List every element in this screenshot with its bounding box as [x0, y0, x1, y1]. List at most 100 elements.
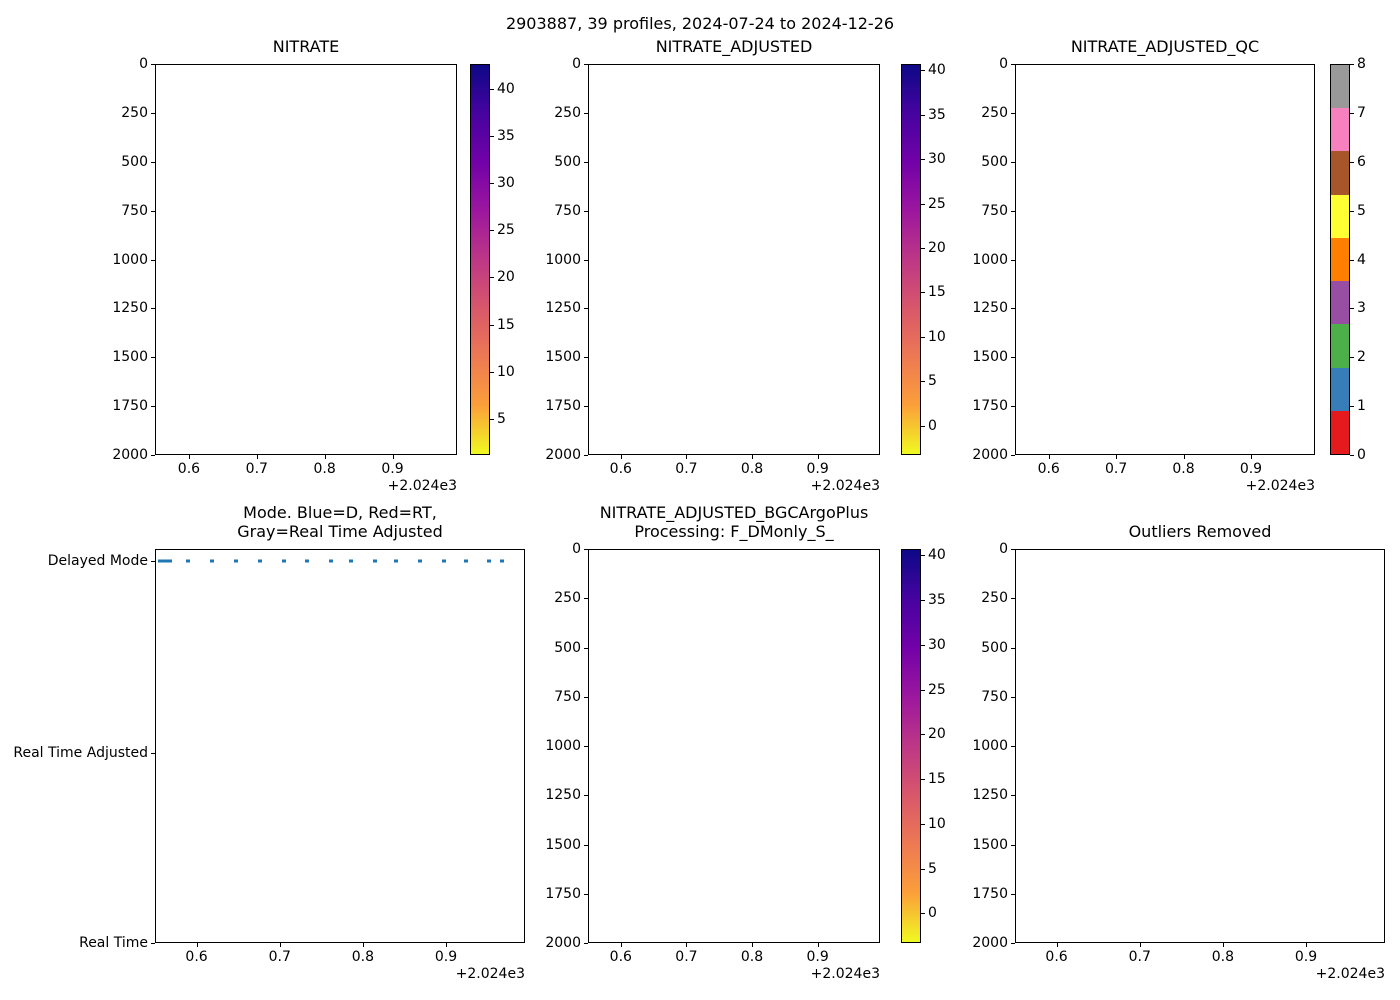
y-tick-label: 1500: [545, 349, 581, 366]
y-tick-label: 1750: [545, 398, 581, 415]
y-tickmark: [584, 455, 588, 456]
y-tickmark: [584, 647, 588, 649]
profile-mode-marker: [257, 559, 262, 563]
x-tickmark: [1048, 455, 1050, 459]
x-offset-label: +2.024e3: [455, 966, 525, 982]
y-tick-label: 250: [121, 104, 148, 121]
colorbar-tick-label: 1: [1357, 398, 1366, 415]
y-tickmark: [584, 844, 588, 846]
y-tickmark: [1011, 406, 1015, 408]
x-tickmark: [324, 455, 326, 459]
y-tick-label: 2000: [972, 935, 1008, 951]
colorbar-tick-label: 25: [497, 222, 515, 239]
y-tick-label: 1000: [545, 251, 581, 268]
y-tick-label: 1750: [112, 398, 148, 415]
colorbar-tick-label: 30: [928, 151, 946, 168]
y-tick-label: 2000: [545, 935, 581, 951]
colorbar-tickmark: [490, 183, 494, 184]
colorbar-tick-label: 15: [497, 316, 515, 333]
colorbar-tickmark: [490, 88, 494, 90]
y-tick-label: 500: [981, 153, 1008, 170]
y-tickmark: [1011, 844, 1015, 846]
x-tick-label: 0.7: [268, 949, 291, 965]
profile-mode-marker: [167, 559, 172, 563]
colorbar-tickmark: [490, 324, 494, 326]
y-tickmark: [1011, 64, 1015, 65]
y-tick-label: 0: [999, 541, 1008, 557]
y-tick-label: 1750: [972, 398, 1008, 415]
x-tick-label: 0.8: [1172, 461, 1195, 477]
x-tick-label: 0.8: [351, 949, 374, 965]
y-tick-label: 2000: [545, 447, 581, 463]
x-tick-label: 0.9: [434, 949, 458, 965]
colorbar-tickmark: [921, 689, 925, 691]
colorbar-tick-label: 2: [1357, 349, 1366, 366]
colorbar: [901, 549, 921, 943]
y-tick-label: 1250: [112, 300, 148, 317]
colorbar-tickmark: [1350, 357, 1354, 359]
colorbar-tickmark: [1350, 161, 1354, 163]
colorbar-tickmark: [1350, 64, 1354, 65]
qc-color-segment: [1331, 281, 1349, 325]
y-tick-label: 1250: [972, 300, 1008, 317]
x-tickmark: [196, 943, 198, 947]
y-tick-label: 1250: [545, 300, 581, 317]
y-tick-label: 500: [121, 153, 148, 170]
plot-title: NITRATE_ADJUSTED_BGCArgoPlus Processing:…: [599, 503, 869, 541]
x-tickmark: [752, 455, 754, 459]
figure-suptitle: 2903887, 39 profiles, 2024-07-24 to 2024…: [505, 14, 895, 33]
x-tick-label: 0.9: [1294, 949, 1318, 965]
y-tickmark: [584, 943, 588, 944]
colorbar-tick-label: 35: [497, 127, 515, 144]
colorbar-tickmark: [921, 203, 925, 205]
x-tick-label: 0.9: [1239, 461, 1263, 477]
y-tick-label: 750: [121, 202, 148, 219]
profile-mode-marker: [186, 559, 191, 563]
colorbar-tickmark: [921, 114, 925, 116]
colorbar-tickmark: [490, 371, 494, 373]
y-tickmark: [1011, 210, 1015, 212]
x-offset-label: +2.024e3: [1315, 966, 1385, 982]
y-tickmark: [151, 943, 155, 944]
x-tick-label: 0.8: [740, 949, 764, 965]
x-tick-label: 0.7: [1104, 461, 1128, 477]
colorbar: [1330, 64, 1350, 455]
y-tick-label: 1750: [972, 885, 1008, 902]
profile-mode-marker: [394, 559, 399, 563]
x-tickmark: [362, 943, 364, 947]
colorbar-tickmark: [921, 381, 925, 383]
colorbar-tick-label: 4: [1357, 251, 1366, 268]
y-tick-label: 1000: [972, 251, 1008, 268]
x-tickmark: [1183, 455, 1185, 459]
y-tickmark: [1011, 598, 1015, 600]
plot-area: [1015, 64, 1315, 455]
qc-color-segment: [1331, 367, 1349, 411]
y-tick-label: 1000: [972, 738, 1008, 754]
colorbar-tickmark: [1350, 308, 1354, 310]
x-tickmark: [686, 943, 688, 947]
colorbar-tickmark: [921, 868, 925, 870]
x-tick-label: 0.6: [1045, 949, 1068, 965]
colorbar-tick-label: 35: [928, 592, 946, 609]
y-tickmark: [151, 561, 155, 563]
y-tick-label: 250: [981, 590, 1008, 607]
y-tick-label: 750: [554, 688, 581, 705]
y-tickmark: [151, 259, 155, 261]
colorbar-tick-label: 3: [1357, 300, 1366, 317]
colorbar-tick-label: 20: [928, 239, 946, 256]
y-tickmark: [584, 406, 588, 408]
colorbar-tickmark: [921, 159, 925, 161]
colorbar-tickmark: [1350, 210, 1354, 212]
x-tickmark: [392, 455, 394, 459]
y-tick-label: 1500: [112, 349, 148, 366]
y-tickmark: [1011, 795, 1015, 797]
x-tick-label: 0.8: [313, 461, 336, 477]
colorbar-tick-label: 40: [497, 80, 515, 97]
colorbar-tick-label: 30: [928, 636, 946, 653]
y-tick-label: 1250: [545, 787, 581, 804]
y-tick-label: 1500: [972, 836, 1008, 853]
colorbar-tickmark: [1350, 455, 1354, 456]
